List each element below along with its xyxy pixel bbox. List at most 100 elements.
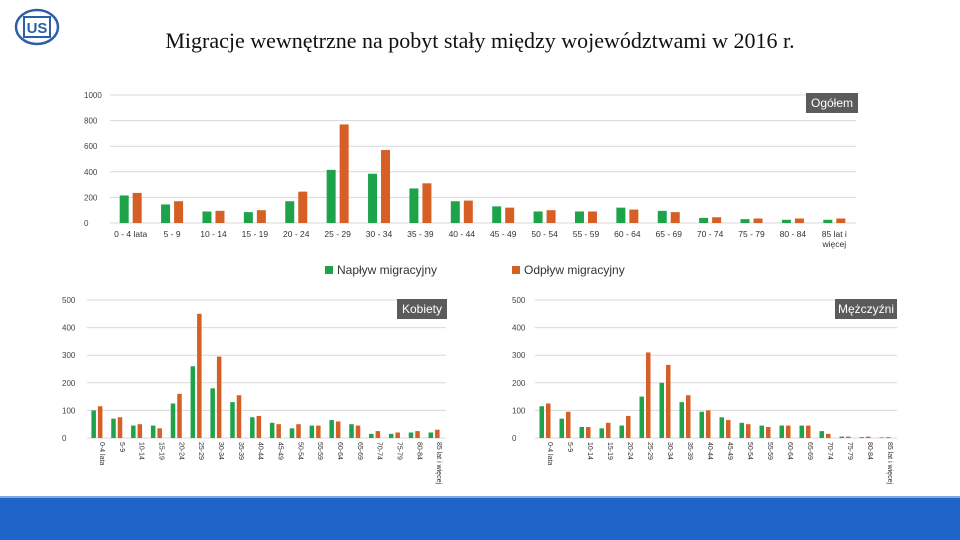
bar-outflow (216, 356, 222, 438)
bar-outflow (806, 425, 811, 438)
bar-outflow (587, 211, 597, 223)
x-tick-label: 10 - 14 (200, 229, 227, 239)
y-tick-label: 300 (512, 351, 526, 360)
bar-inflow (599, 428, 604, 438)
page-title: Migracje wewnętrzne na pobyt stały międz… (165, 28, 795, 53)
x-tick-label: 25 - 29 (324, 229, 351, 239)
bar-outflow (381, 150, 391, 223)
x-tick-label: 20-24 (177, 442, 184, 460)
bar-outflow (174, 201, 184, 223)
bar-inflow (369, 433, 374, 438)
chart-total: 0 200 400 600 800 1000 0 - 4 lata 5 - 9 10 - 14 1… (84, 91, 858, 277)
bar-inflow (150, 425, 156, 438)
bar-outflow (298, 191, 308, 223)
panel-label: Kobiety (402, 302, 442, 316)
bar-outflow (296, 424, 301, 438)
x-tick-label: 80-84 (415, 442, 422, 460)
bar-outflow (836, 218, 846, 223)
bar-inflow (859, 437, 864, 438)
bar-inflow (408, 432, 414, 438)
bar-inflow (699, 411, 704, 438)
bar-inflow (450, 201, 460, 223)
bar-outflow (177, 393, 182, 438)
bar-inflow (539, 406, 544, 438)
bar-inflow (111, 418, 116, 438)
x-tick-label: 70-74 (826, 442, 833, 460)
bar-inflow (250, 417, 255, 438)
panel-label-box (806, 93, 858, 113)
panel-label-box (835, 299, 897, 319)
x-tick-label: 35-39 (686, 442, 693, 460)
x-tick-label: 50-54 (746, 442, 753, 460)
x-tick-label: 80-84 (866, 442, 873, 460)
y-tick-label: 300 (62, 351, 76, 360)
legend-label: Odpływ migracyjny (524, 263, 625, 277)
bar-inflow (839, 436, 844, 438)
bar-outflow (753, 218, 763, 223)
bar-inflow (657, 210, 667, 223)
bar-outflow (786, 425, 791, 438)
bar-outflow (866, 436, 871, 438)
x-tick-label: 60-64 (336, 442, 343, 460)
bar-inflow (269, 422, 275, 438)
bar-inflow (781, 219, 791, 223)
x-tick-label: 15-19 (157, 442, 164, 460)
bar-outflow (137, 424, 143, 438)
panel-label-box (397, 299, 447, 319)
x-tick-label: 75-79 (395, 442, 402, 460)
x-tick-label: 0-4 lata (546, 442, 553, 465)
y-tick-label: 400 (84, 168, 98, 177)
x-tick-label: 85 lat i więcej (435, 442, 442, 484)
bar-outflow (197, 313, 202, 438)
bar-outflow (395, 432, 400, 438)
bar-outflow (505, 207, 515, 223)
x-tick-label: 70 - 74 (697, 229, 724, 239)
x-tick-label: 85 lat i więcej (886, 442, 893, 484)
x-tick-label: 75 - 79 (738, 229, 765, 239)
bar-outflow (256, 210, 266, 223)
bar-inflow (243, 212, 253, 223)
bar-inflow (210, 388, 215, 438)
legend-label: Napływ migracyjny (337, 263, 437, 277)
x-tick-label: 45-49 (726, 442, 733, 460)
bar-outflow (846, 436, 851, 438)
legend-swatch (512, 266, 520, 274)
bar-inflow (616, 207, 626, 223)
bar-outflow (746, 424, 751, 438)
bar-inflow (799, 425, 804, 438)
y-tick-label: 100 (62, 406, 76, 415)
bar-inflow (170, 403, 176, 438)
panel-label: Ogółem (811, 96, 853, 110)
chart-women: 0 100 200 300 400 500 0-4 lata 5-9 10-14 15-19 20-… (62, 296, 447, 484)
bar-inflow (190, 366, 196, 438)
bar-inflow (349, 424, 354, 438)
bar-inflow (879, 437, 884, 438)
x-tick-label: 30 - 34 (366, 229, 393, 239)
x-tick-label: 20 - 24 (283, 229, 310, 239)
bar-outflow (766, 426, 771, 438)
bar-inflow (719, 417, 724, 438)
bar-outflow (546, 210, 556, 223)
bar-outflow (435, 429, 440, 438)
y-tick-label: 500 (512, 296, 526, 305)
y-tick-label: 0 (512, 434, 517, 443)
x-tick-label: 0 - 4 lata (114, 229, 147, 239)
x-tick-label: 60 - 64 (614, 229, 641, 239)
x-tick-label: 5-9 (118, 442, 125, 452)
x-tick-label: 70-74 (376, 442, 383, 460)
footer-bar (0, 498, 960, 540)
bar-inflow (285, 201, 295, 223)
x-tick-label: 45 - 49 (490, 229, 517, 239)
bar-inflow (699, 217, 709, 223)
y-tick-label: 1000 (84, 91, 102, 100)
x-tick-label: 20-24 (626, 442, 633, 460)
x-tick-label: 5-9 (566, 442, 573, 452)
x-tick-label: 25-29 (646, 442, 653, 460)
x-tick-label: 55-59 (766, 442, 773, 460)
bar-inflow (823, 219, 833, 223)
bar-inflow (329, 420, 334, 438)
logo-text: US (27, 20, 48, 37)
bar-inflow (119, 195, 129, 223)
bar-outflow (794, 218, 804, 223)
y-tick-label: 0 (84, 219, 89, 228)
